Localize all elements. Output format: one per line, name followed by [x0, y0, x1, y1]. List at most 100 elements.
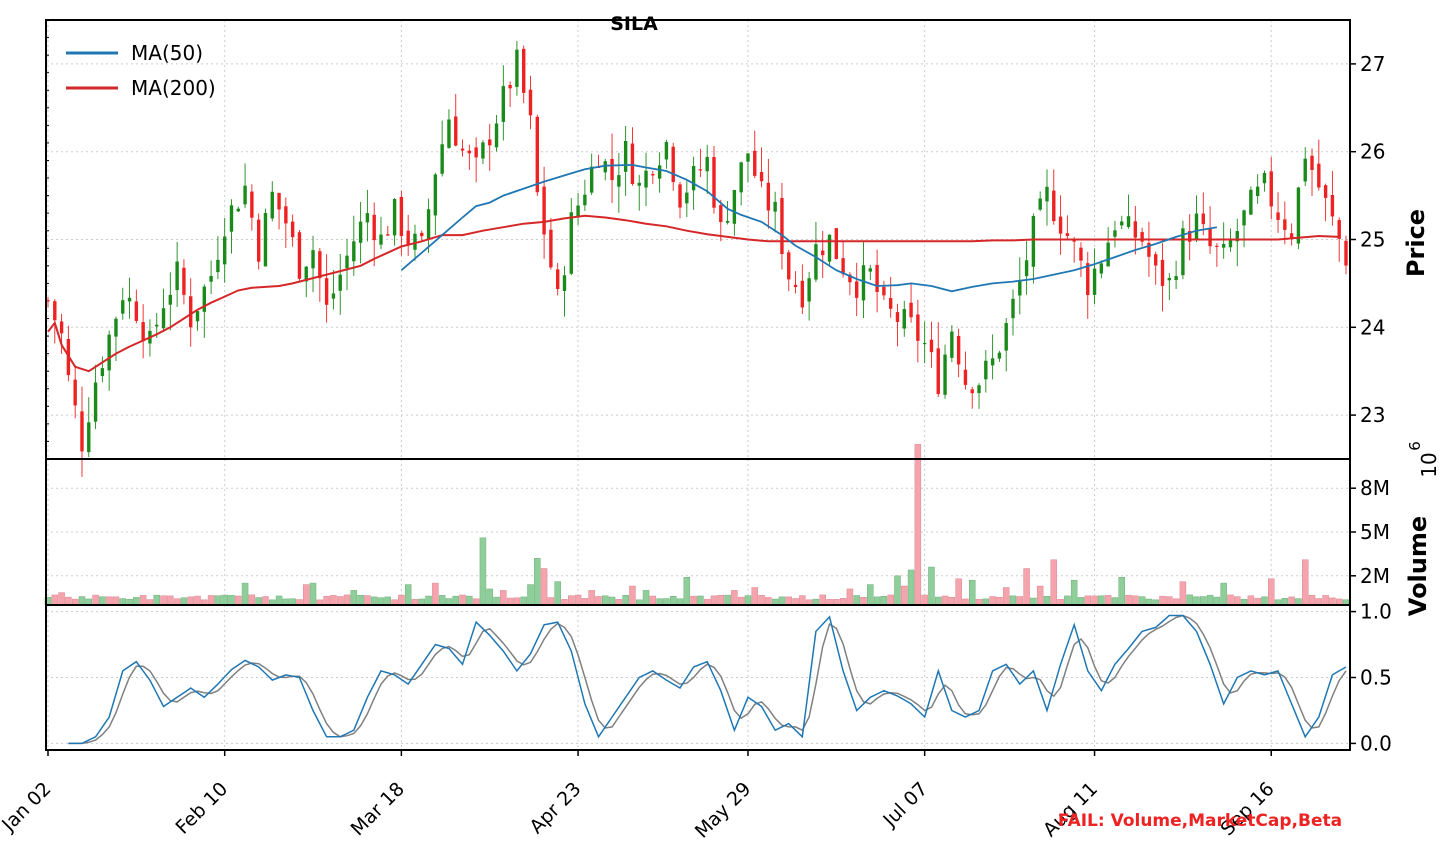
- candle-body: [753, 150, 757, 176]
- volume-bar: [105, 596, 113, 606]
- volume-bar: [187, 596, 194, 606]
- volume-bar: [540, 568, 548, 606]
- candle-body: [1058, 216, 1063, 234]
- candle-body: [759, 171, 764, 182]
- volume-bar: [968, 579, 976, 606]
- stochastic-y-ticks: 0.0 0.5 1.0: [1350, 600, 1392, 755]
- volume-bar: [710, 595, 718, 606]
- candle-body: [848, 274, 852, 283]
- candle-body: [766, 182, 771, 211]
- volume-bar: [669, 595, 677, 606]
- stochastic-grid: [46, 605, 1350, 750]
- volume-bar: [568, 595, 575, 606]
- candle-body: [664, 142, 669, 160]
- candle-body: [1276, 212, 1280, 220]
- candle-body: [1208, 228, 1212, 247]
- candle-body: [426, 209, 431, 240]
- candle-body: [977, 385, 981, 394]
- candle-body: [705, 156, 709, 172]
- candle-body: [345, 255, 349, 269]
- candle-body: [433, 174, 438, 216]
- candle-body: [787, 252, 791, 280]
- volume-bar: [1118, 577, 1125, 606]
- volume-bar: [758, 595, 765, 606]
- candle-body: [603, 161, 607, 173]
- candle-body: [617, 175, 621, 187]
- volume-bar: [649, 595, 657, 606]
- volume-bar: [1247, 595, 1255, 606]
- volume-bar: [1098, 595, 1105, 606]
- volume-bar: [65, 596, 72, 606]
- x-tick-label: Mar 18: [347, 778, 409, 840]
- candle-body: [637, 182, 641, 186]
- volume-bar: [928, 566, 935, 606]
- candle-body: [379, 234, 383, 245]
- legend: MA(50) MA(200): [66, 41, 216, 100]
- x-tick-label: Apr 23: [525, 778, 585, 838]
- volume-bar: [235, 595, 242, 606]
- candle-body: [827, 234, 832, 262]
- candle-body: [195, 311, 200, 322]
- volume-bar: [275, 595, 283, 606]
- candle-body: [1255, 186, 1260, 197]
- volume-bar: [1288, 596, 1295, 606]
- volume-bar: [139, 595, 147, 606]
- volume-bar: [799, 595, 806, 606]
- candle-body: [691, 166, 696, 191]
- candle-body: [970, 389, 974, 394]
- volume-bar: [1050, 559, 1058, 606]
- candle-body: [277, 192, 281, 210]
- candle-body: [324, 278, 329, 305]
- volume-bar: [1329, 597, 1336, 606]
- volume-bar: [996, 597, 1003, 606]
- volume-bar: [1159, 595, 1166, 606]
- volume-bar: [819, 594, 826, 606]
- volume-bar: [724, 594, 731, 606]
- candle-body: [1337, 220, 1341, 239]
- candle-body: [1140, 232, 1144, 242]
- candle-body: [1303, 158, 1307, 182]
- volume-bar: [955, 578, 962, 606]
- volume-bar: [683, 577, 691, 606]
- candle-body: [1269, 171, 1273, 207]
- volume-bar: [479, 537, 487, 606]
- candle-body: [793, 284, 798, 288]
- candle-body: [522, 48, 526, 93]
- candle-body: [93, 382, 98, 422]
- volume-bar: [133, 597, 140, 606]
- volume-bar: [574, 594, 582, 606]
- price-panel: 23 24 25 26 27 SILA Price MA(50) MA(200): [45, 13, 1430, 477]
- volume-bar: [1281, 598, 1289, 606]
- volume-bar: [989, 596, 996, 606]
- candle-body: [780, 197, 784, 255]
- volume-bar: [1043, 596, 1051, 606]
- volume-multiplier: 10 6: [1406, 441, 1441, 478]
- candle-body: [121, 300, 125, 314]
- candle-body: [678, 184, 682, 208]
- candle-body: [739, 162, 743, 193]
- volume-bar: [629, 585, 636, 606]
- candle-body: [671, 146, 675, 183]
- candle-body: [542, 186, 546, 235]
- candle-body: [698, 169, 703, 171]
- x-tick-label: May 29: [691, 778, 756, 843]
- candle-body: [882, 286, 886, 296]
- candle-body: [535, 116, 539, 193]
- legend-ma50-label: MA(50): [131, 41, 203, 65]
- volume-bar: [432, 582, 439, 606]
- candle-body: [297, 232, 302, 279]
- volume-bar: [58, 592, 65, 606]
- candle-body: [712, 156, 716, 208]
- candle-body: [630, 143, 635, 185]
- volume-bar: [153, 594, 160, 606]
- candle-body: [746, 153, 750, 162]
- candle-body: [467, 150, 472, 154]
- candle-body: [929, 339, 934, 353]
- price-tick-label: 24: [1360, 315, 1385, 339]
- chart-title: SILA: [610, 13, 658, 35]
- volume-bar: [78, 596, 86, 606]
- candle-body: [984, 360, 988, 380]
- candle-body: [168, 294, 173, 305]
- volume-bar: [778, 596, 786, 606]
